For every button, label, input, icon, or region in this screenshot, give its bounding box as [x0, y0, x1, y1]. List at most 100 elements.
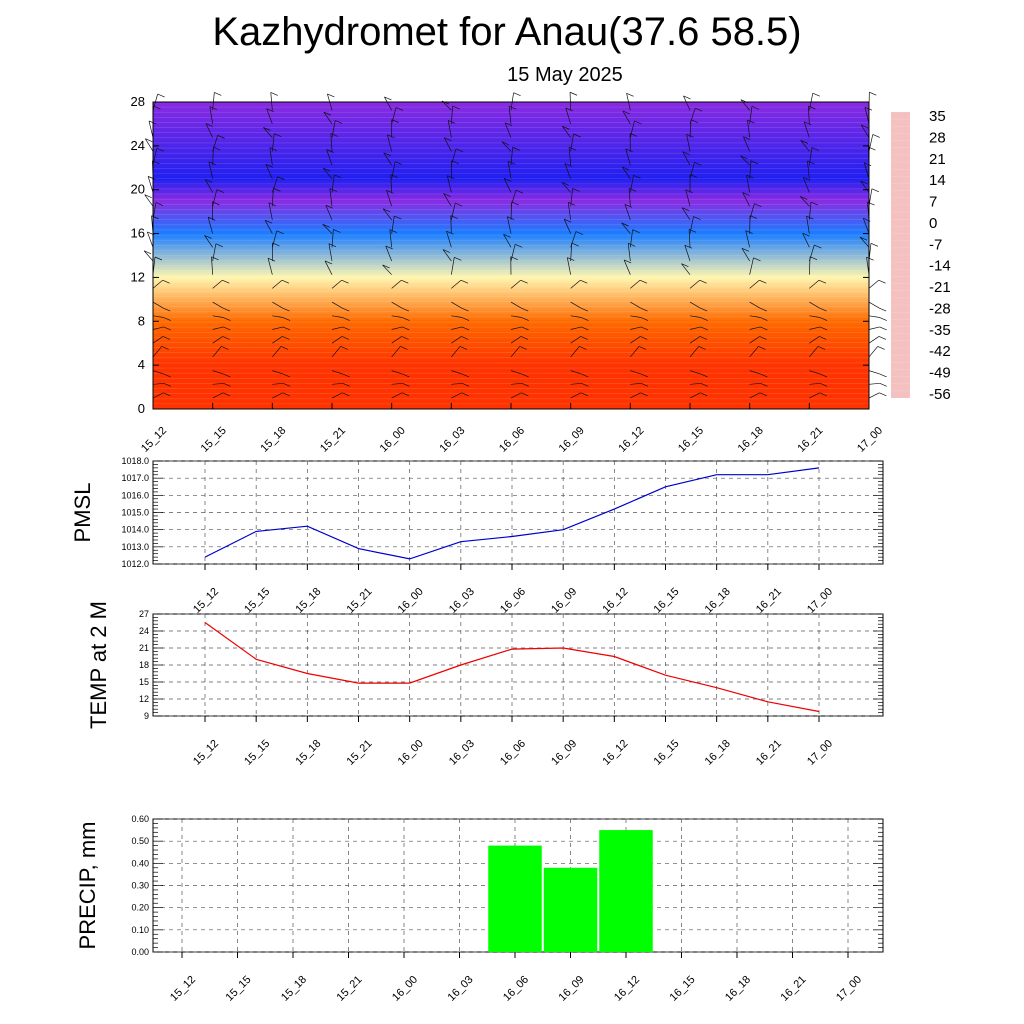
- heatmap-y-tick-label: 4: [138, 357, 145, 372]
- heatmap-x-tick-label: 16_12: [616, 425, 646, 455]
- wind-barb-flag: [342, 307, 350, 312]
- wind-barb-flag: [511, 201, 519, 206]
- wind-barb-flag: [401, 392, 410, 397]
- wind-barb-flag: [521, 392, 529, 397]
- wind-barb-flag: [274, 133, 282, 137]
- wind-barb-flag: [207, 216, 216, 221]
- wind-barb-flag: [163, 392, 171, 397]
- heatmap-x-tick-label: 17_00: [855, 425, 885, 455]
- panel-y-axis-label: PRECIP, mm: [75, 822, 100, 950]
- wind-barb: [689, 279, 700, 289]
- wind-barb: [629, 229, 633, 248]
- colorbar-label: 7: [929, 194, 937, 211]
- wind-barb: [441, 100, 452, 111]
- wind-barb: [212, 326, 224, 330]
- heatmap-x-tick-label: 16_21: [795, 425, 825, 455]
- wind-barb: [270, 92, 273, 111]
- panel-y-tick-label: 0.30: [131, 881, 149, 891]
- wind-barb-flag: [389, 229, 397, 233]
- wind-barb: [570, 188, 573, 207]
- wind-barb: [271, 133, 275, 152]
- wind-barb: [385, 245, 392, 262]
- wind-barb-flag: [282, 392, 290, 397]
- wind-barb-flag: [871, 188, 880, 193]
- wind-barb-flag: [743, 136, 751, 141]
- wind-barb-flag: [640, 336, 648, 340]
- wind-barb: [570, 301, 582, 309]
- wind-barb-flag: [153, 105, 161, 110]
- wind-barb: [450, 106, 453, 124]
- wind-barb-flag: [401, 336, 409, 340]
- wind-barb-flag: [633, 174, 641, 179]
- wind-barb-flag: [156, 147, 164, 152]
- wind-barb-flag: [455, 148, 464, 153]
- chart-subtitle: 15 May 2025: [507, 64, 623, 86]
- wind-barb-flag: [459, 346, 468, 350]
- panel-x-tick-label: 15_21: [335, 974, 365, 1004]
- wind-barb: [331, 315, 343, 318]
- wind-barb: [510, 301, 522, 309]
- panel-x-tick-label: 16_21: [754, 586, 784, 616]
- wind-barb-flag: [700, 307, 708, 312]
- wind-barb: [630, 370, 642, 375]
- colorbar-label: -14: [929, 258, 951, 275]
- wind-barb-flag: [270, 92, 278, 96]
- wind-barb: [212, 189, 218, 207]
- wind-barb-flag: [322, 223, 330, 228]
- wind-barb: [272, 279, 283, 289]
- wind-barb-flag: [401, 279, 409, 284]
- wind-barb-flag: [810, 201, 819, 206]
- wind-barb-flag: [681, 207, 690, 211]
- wind-barb-flag: [685, 189, 693, 193]
- wind-barb: [205, 123, 213, 138]
- wind-barb-flag: [628, 187, 637, 192]
- wind-barb-flag: [580, 336, 588, 340]
- wind-barb-flag: [222, 307, 231, 312]
- wind-barb: [331, 326, 343, 330]
- wind-barb-flag: [690, 119, 699, 124]
- wind-barb-flag: [382, 208, 391, 213]
- wind-barb-flag: [747, 119, 755, 124]
- wind-barb: [809, 392, 820, 399]
- wind-barb: [570, 243, 573, 262]
- wind-barb: [868, 279, 879, 289]
- wind-barb-flag: [638, 346, 647, 350]
- wind-barb: [390, 174, 393, 193]
- wind-barb: [561, 182, 571, 193]
- wind-barb-flag: [324, 260, 333, 265]
- wind-barb-flag: [859, 236, 868, 241]
- wind-barb-flag: [330, 133, 338, 137]
- heatmap-x-tick-label: 15_15: [199, 425, 229, 455]
- wind-barb: [391, 107, 397, 125]
- wind-barb: [742, 192, 750, 207]
- wind-barb-flag: [402, 317, 410, 321]
- wind-barb: [508, 106, 512, 124]
- wind-barb: [570, 326, 582, 330]
- wind-barb-flag: [282, 382, 291, 387]
- wind-barb: [450, 257, 455, 275]
- wind-barb-flag: [683, 95, 691, 100]
- wind-barb-flag: [581, 382, 589, 387]
- wind-barb: [570, 392, 582, 399]
- wind-barb-flag: [802, 232, 810, 237]
- wind-barb: [689, 162, 695, 179]
- panel-x-tick-label: 15_15: [224, 974, 254, 1004]
- wind-barb: [450, 148, 457, 166]
- wind-barb-flag: [819, 382, 828, 387]
- wind-barb-flag: [751, 106, 760, 110]
- panel-y-tick-label: 9: [144, 711, 149, 721]
- wind-barb: [862, 218, 870, 234]
- wind-barb: [741, 248, 750, 262]
- wind-barb: [450, 215, 452, 234]
- wind-barb-flag: [640, 392, 648, 397]
- wind-barb-flag: [443, 193, 451, 197]
- wind-barb: [689, 301, 701, 309]
- wind-barb-flag: [387, 134, 395, 139]
- wind-barb-flag: [157, 93, 165, 98]
- wind-barb-flag: [155, 202, 164, 206]
- wind-barb: [807, 160, 810, 179]
- wind-barb: [868, 336, 880, 344]
- wind-barb: [451, 370, 463, 375]
- panel-x-tick-label: 15_12: [168, 974, 198, 1004]
- colorbar: [891, 112, 910, 398]
